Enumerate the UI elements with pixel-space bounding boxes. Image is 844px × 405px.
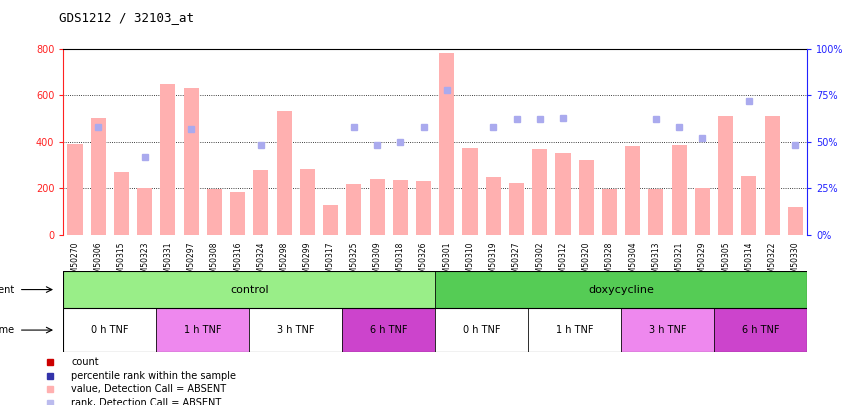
Bar bbox=[625, 147, 640, 235]
Bar bbox=[713, 308, 806, 352]
Bar bbox=[276, 111, 291, 235]
Bar bbox=[717, 116, 733, 235]
Text: count: count bbox=[71, 357, 99, 367]
Text: 0 h TNF: 0 h TNF bbox=[463, 325, 500, 335]
Text: 6 h TNF: 6 h TNF bbox=[741, 325, 778, 335]
Bar bbox=[740, 175, 755, 235]
Bar bbox=[300, 168, 315, 235]
Bar bbox=[620, 308, 713, 352]
Bar bbox=[694, 188, 709, 235]
Bar bbox=[528, 308, 620, 352]
Text: 1 h TNF: 1 h TNF bbox=[184, 325, 221, 335]
Bar bbox=[114, 172, 129, 235]
Text: 6 h TNF: 6 h TNF bbox=[370, 325, 407, 335]
Bar bbox=[578, 160, 593, 235]
Text: 3 h TNF: 3 h TNF bbox=[648, 325, 685, 335]
Bar bbox=[555, 153, 570, 235]
Bar bbox=[392, 180, 408, 235]
Bar bbox=[415, 181, 430, 235]
Text: value, Detection Call = ABSENT: value, Detection Call = ABSENT bbox=[71, 384, 226, 394]
Bar bbox=[439, 53, 454, 235]
Bar bbox=[68, 144, 83, 235]
Bar bbox=[462, 147, 477, 235]
Text: 3 h TNF: 3 h TNF bbox=[277, 325, 314, 335]
Bar bbox=[253, 170, 268, 235]
Bar bbox=[764, 116, 779, 235]
Bar bbox=[601, 190, 616, 235]
Bar bbox=[63, 308, 156, 352]
Bar bbox=[183, 88, 198, 235]
Text: control: control bbox=[230, 285, 268, 294]
Bar bbox=[322, 205, 338, 235]
Bar bbox=[207, 190, 222, 235]
Bar bbox=[160, 83, 176, 235]
Bar bbox=[63, 271, 435, 308]
Bar bbox=[369, 179, 384, 235]
Bar bbox=[671, 145, 686, 235]
Bar bbox=[342, 308, 435, 352]
Text: time: time bbox=[0, 325, 15, 335]
Bar bbox=[485, 177, 500, 235]
Bar bbox=[249, 308, 342, 352]
Text: percentile rank within the sample: percentile rank within the sample bbox=[71, 371, 236, 381]
Text: agent: agent bbox=[0, 285, 15, 294]
Bar bbox=[230, 192, 245, 235]
Bar bbox=[90, 119, 106, 235]
Text: 1 h TNF: 1 h TNF bbox=[555, 325, 592, 335]
Bar bbox=[508, 183, 523, 235]
Bar bbox=[137, 188, 152, 235]
Text: GDS1212 / 32103_at: GDS1212 / 32103_at bbox=[59, 11, 194, 24]
Text: doxycycline: doxycycline bbox=[587, 285, 653, 294]
Bar bbox=[532, 149, 547, 235]
Bar bbox=[156, 308, 249, 352]
Bar bbox=[435, 271, 806, 308]
Text: rank, Detection Call = ABSENT: rank, Detection Call = ABSENT bbox=[71, 398, 221, 405]
Bar bbox=[435, 308, 528, 352]
Bar bbox=[647, 190, 663, 235]
Bar bbox=[346, 184, 361, 235]
Bar bbox=[787, 207, 802, 235]
Text: 0 h TNF: 0 h TNF bbox=[91, 325, 128, 335]
